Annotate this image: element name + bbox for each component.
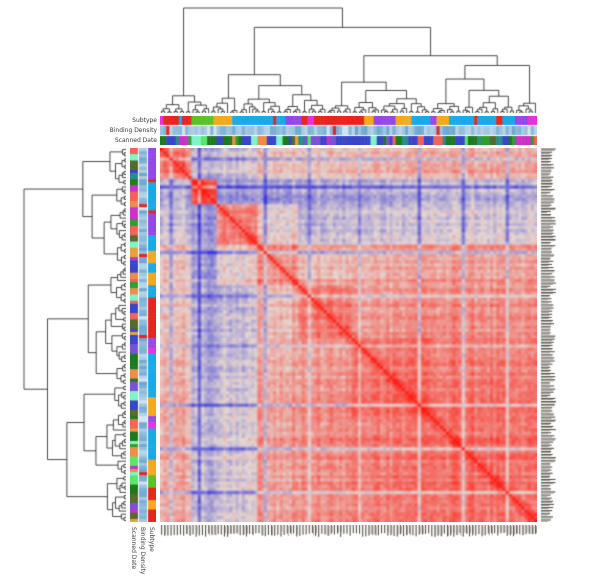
- row-dendrogram: [22, 148, 126, 522]
- column-annotation-label-scanned-date: Scanned Date: [114, 137, 157, 144]
- column-annotation-bars: [160, 116, 537, 145]
- row-annotation-label-subtype: Subtype: [148, 527, 155, 552]
- row-sample-labels: [540, 148, 558, 522]
- row-annotation-label-scanned-date: Scanned Date: [130, 527, 137, 570]
- row-annotation-bars: [130, 148, 156, 522]
- column-sample-labels: [160, 525, 537, 538]
- row-annotation-label-binding-density: Binding Density: [139, 527, 146, 575]
- column-dendrogram: [160, 6, 537, 113]
- column-annotation-label-binding-density: Binding Density: [109, 127, 157, 134]
- column-annotation-label-subtype: Subtype: [132, 117, 157, 124]
- correlation-heatmap: [160, 148, 537, 522]
